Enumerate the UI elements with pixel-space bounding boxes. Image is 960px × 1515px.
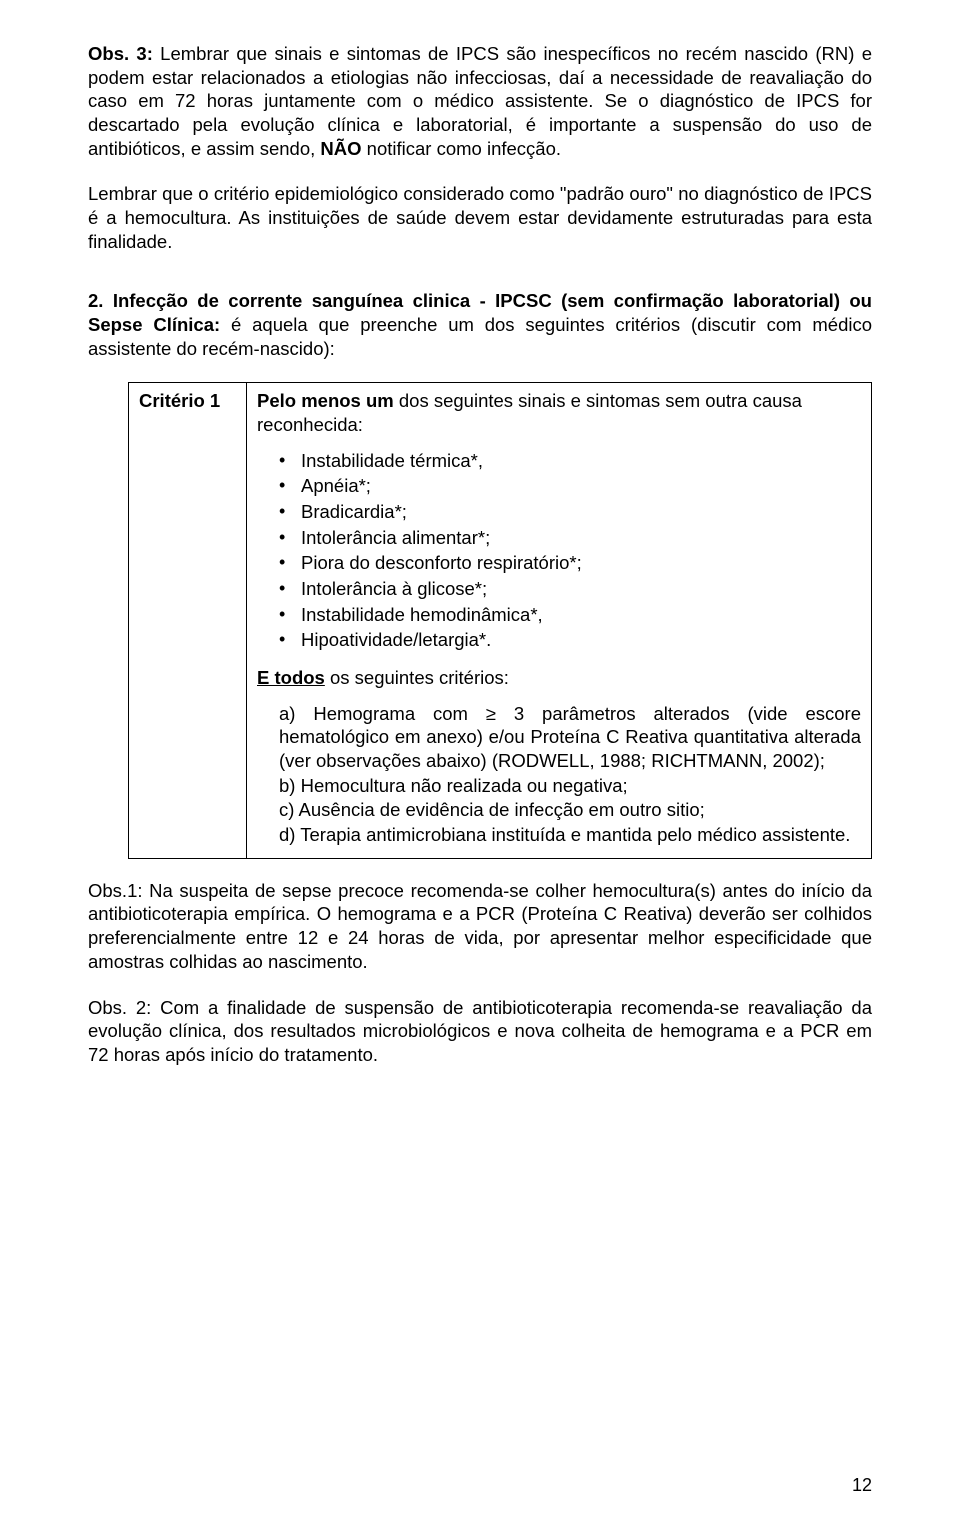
criteria-table: Critério 1 Pelo menos um dos seguintes s… xyxy=(128,382,872,858)
criteria-intro: Pelo menos um dos seguintes sinais e sin… xyxy=(257,389,861,436)
criteria-content-cell: Pelo menos um dos seguintes sinais e sin… xyxy=(247,383,872,858)
letter-item: d) Terapia antimicrobiana instituída e m… xyxy=(279,823,861,847)
paragraph-obs1: Obs.1: Na suspeita de sepse precoce reco… xyxy=(88,879,872,974)
obs3-nao: NÃO xyxy=(320,138,361,159)
criteria-etodos-rest: os seguintes critérios: xyxy=(325,667,509,688)
criteria-etodos-bold: E todos xyxy=(257,667,325,688)
list-item: Instabilidade térmica*, xyxy=(279,449,861,473)
list-item: Piora do desconforto respiratório*; xyxy=(279,551,861,575)
letter-item: b) Hemocultura não realizada ou negativa… xyxy=(279,774,861,798)
criteria-etodos: E todos os seguintes critérios: xyxy=(257,666,861,690)
criteria-bullets: Instabilidade térmica*, Apnéia*; Bradica… xyxy=(257,449,861,652)
list-item: Intolerância alimentar*; xyxy=(279,526,861,550)
list-item: Bradicardia*; xyxy=(279,500,861,524)
criteria-letters: a) Hemograma com ≥ 3 parâmetros alterado… xyxy=(257,702,861,847)
obs3-lead: Obs. 3: xyxy=(88,43,153,64)
letter-item: a) Hemograma com ≥ 3 parâmetros alterado… xyxy=(279,702,861,773)
criteria-label-cell: Critério 1 xyxy=(129,383,247,858)
paragraph-obs3: Obs. 3: Lembrar que sinais e sintomas de… xyxy=(88,42,872,160)
obs3-tail: notificar como infecção. xyxy=(362,138,561,159)
list-item: Instabilidade hemodinâmica*, xyxy=(279,603,861,627)
list-item: Apnéia*; xyxy=(279,474,861,498)
list-item: Intolerância à glicose*; xyxy=(279,577,861,601)
criteria-intro-bold: Pelo menos um xyxy=(257,390,394,411)
paragraph-epidemio: Lembrar que o critério epidemiológico co… xyxy=(88,182,872,253)
list-item: Hipoatividade/letargia*. xyxy=(279,628,861,652)
paragraph-obs2: Obs. 2: Com a finalidade de suspensão de… xyxy=(88,996,872,1067)
table-row: Critério 1 Pelo menos um dos seguintes s… xyxy=(129,383,872,858)
letter-item: c) Ausência de evidência de infecção em … xyxy=(279,798,861,822)
paragraph-section2: 2. Infecção de corrente sanguínea clinic… xyxy=(88,289,872,360)
page-number: 12 xyxy=(852,1474,872,1497)
